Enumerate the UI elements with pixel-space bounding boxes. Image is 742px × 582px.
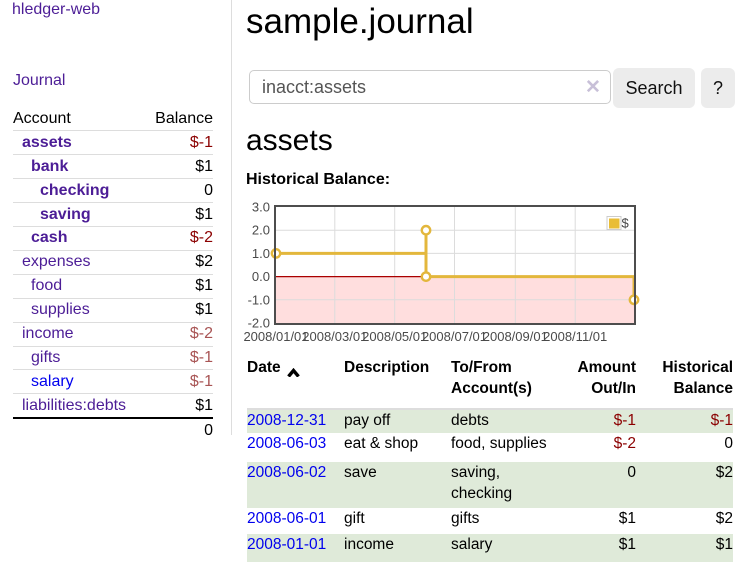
svg-text:3.0: 3.0 (252, 200, 270, 215)
svg-text:2008/11/01: 2008/11/01 (543, 329, 607, 344)
svg-text:-2.0: -2.0 (248, 316, 270, 331)
svg-text:2008/03/01: 2008/03/01 (302, 329, 367, 344)
svg-text:2.0: 2.0 (252, 223, 270, 238)
svg-text:$: $ (622, 216, 630, 231)
svg-text:-1.0: -1.0 (248, 292, 270, 307)
svg-text:2008/07/01: 2008/07/01 (422, 329, 487, 344)
svg-text:2008/09/01: 2008/09/01 (483, 329, 548, 344)
svg-text:1.0: 1.0 (252, 246, 270, 261)
svg-text:2008/05/01: 2008/05/01 (362, 329, 427, 344)
svg-text:0.0: 0.0 (252, 269, 270, 284)
svg-text:2008/01/01: 2008/01/01 (243, 329, 308, 344)
